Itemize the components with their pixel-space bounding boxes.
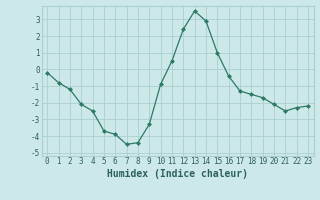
X-axis label: Humidex (Indice chaleur): Humidex (Indice chaleur) xyxy=(107,169,248,179)
